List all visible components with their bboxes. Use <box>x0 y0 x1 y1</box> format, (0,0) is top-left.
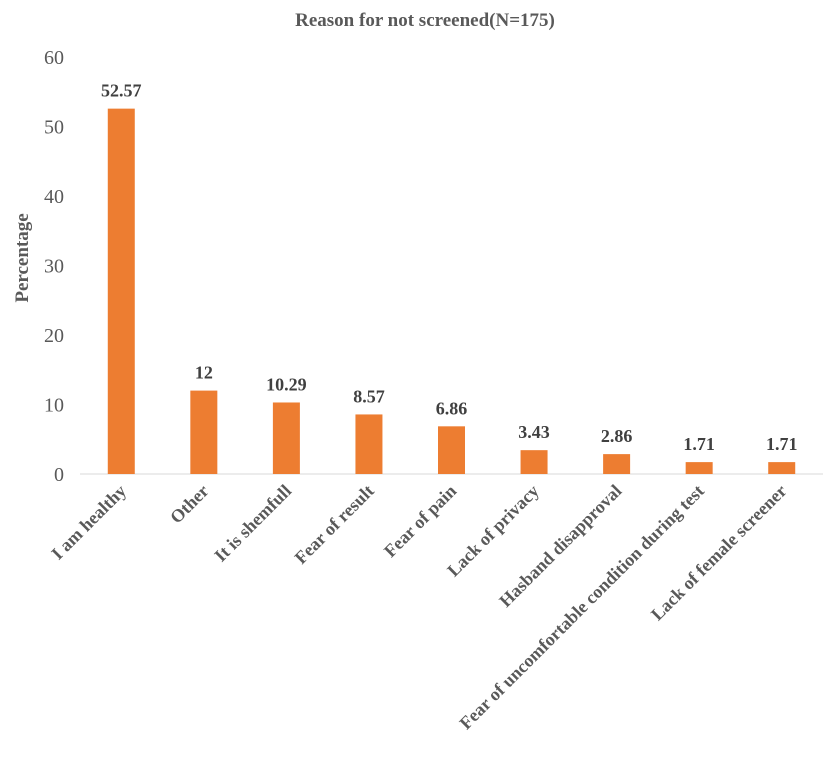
y-tick-label: 40 <box>44 186 64 208</box>
bars-group <box>107 108 796 475</box>
x-tick-label: I am healthy <box>47 481 130 564</box>
data-label: 12 <box>195 363 213 383</box>
x-tick-label: Fear of pain <box>380 481 460 561</box>
data-labels-group: 52.57 12 10.29 8.57 6.86 3.43 2.86 1.71 1.71 <box>101 81 797 454</box>
bar <box>355 414 383 474</box>
data-label: 1.71 <box>683 434 715 454</box>
bar <box>603 454 631 474</box>
bar <box>107 108 135 475</box>
data-label: 3.43 <box>518 422 550 442</box>
y-tick-label: 30 <box>44 256 64 278</box>
y-tick-label: 0 <box>54 464 64 486</box>
x-tick-label: Fear of result <box>291 481 378 568</box>
data-label: 52.57 <box>101 81 142 101</box>
bar <box>190 390 218 474</box>
data-label: 8.57 <box>353 386 385 406</box>
bar <box>768 462 796 474</box>
bar <box>685 462 713 474</box>
data-label: 10.29 <box>266 374 307 394</box>
x-tick-label: It is shemfull <box>210 481 295 566</box>
y-tick-label: 10 <box>44 395 64 417</box>
x-tick-label: Other <box>166 481 213 528</box>
bar <box>438 426 465 474</box>
data-label: 1.71 <box>766 434 798 454</box>
chart-title: Reason for not screened(N=175) <box>295 10 555 31</box>
y-tick-label: 20 <box>44 325 64 347</box>
data-label: 2.86 <box>601 426 633 446</box>
y-tick-label: 50 <box>44 117 64 139</box>
bar <box>272 402 300 474</box>
bar <box>520 450 548 474</box>
y-axis-ticks: 0 10 20 30 40 50 60 <box>44 47 64 486</box>
y-tick-label: 60 <box>44 47 64 69</box>
x-tick-label: Lack of female screener <box>647 481 791 625</box>
y-axis-label: Percentage <box>12 213 33 302</box>
data-label: 6.86 <box>436 398 468 418</box>
